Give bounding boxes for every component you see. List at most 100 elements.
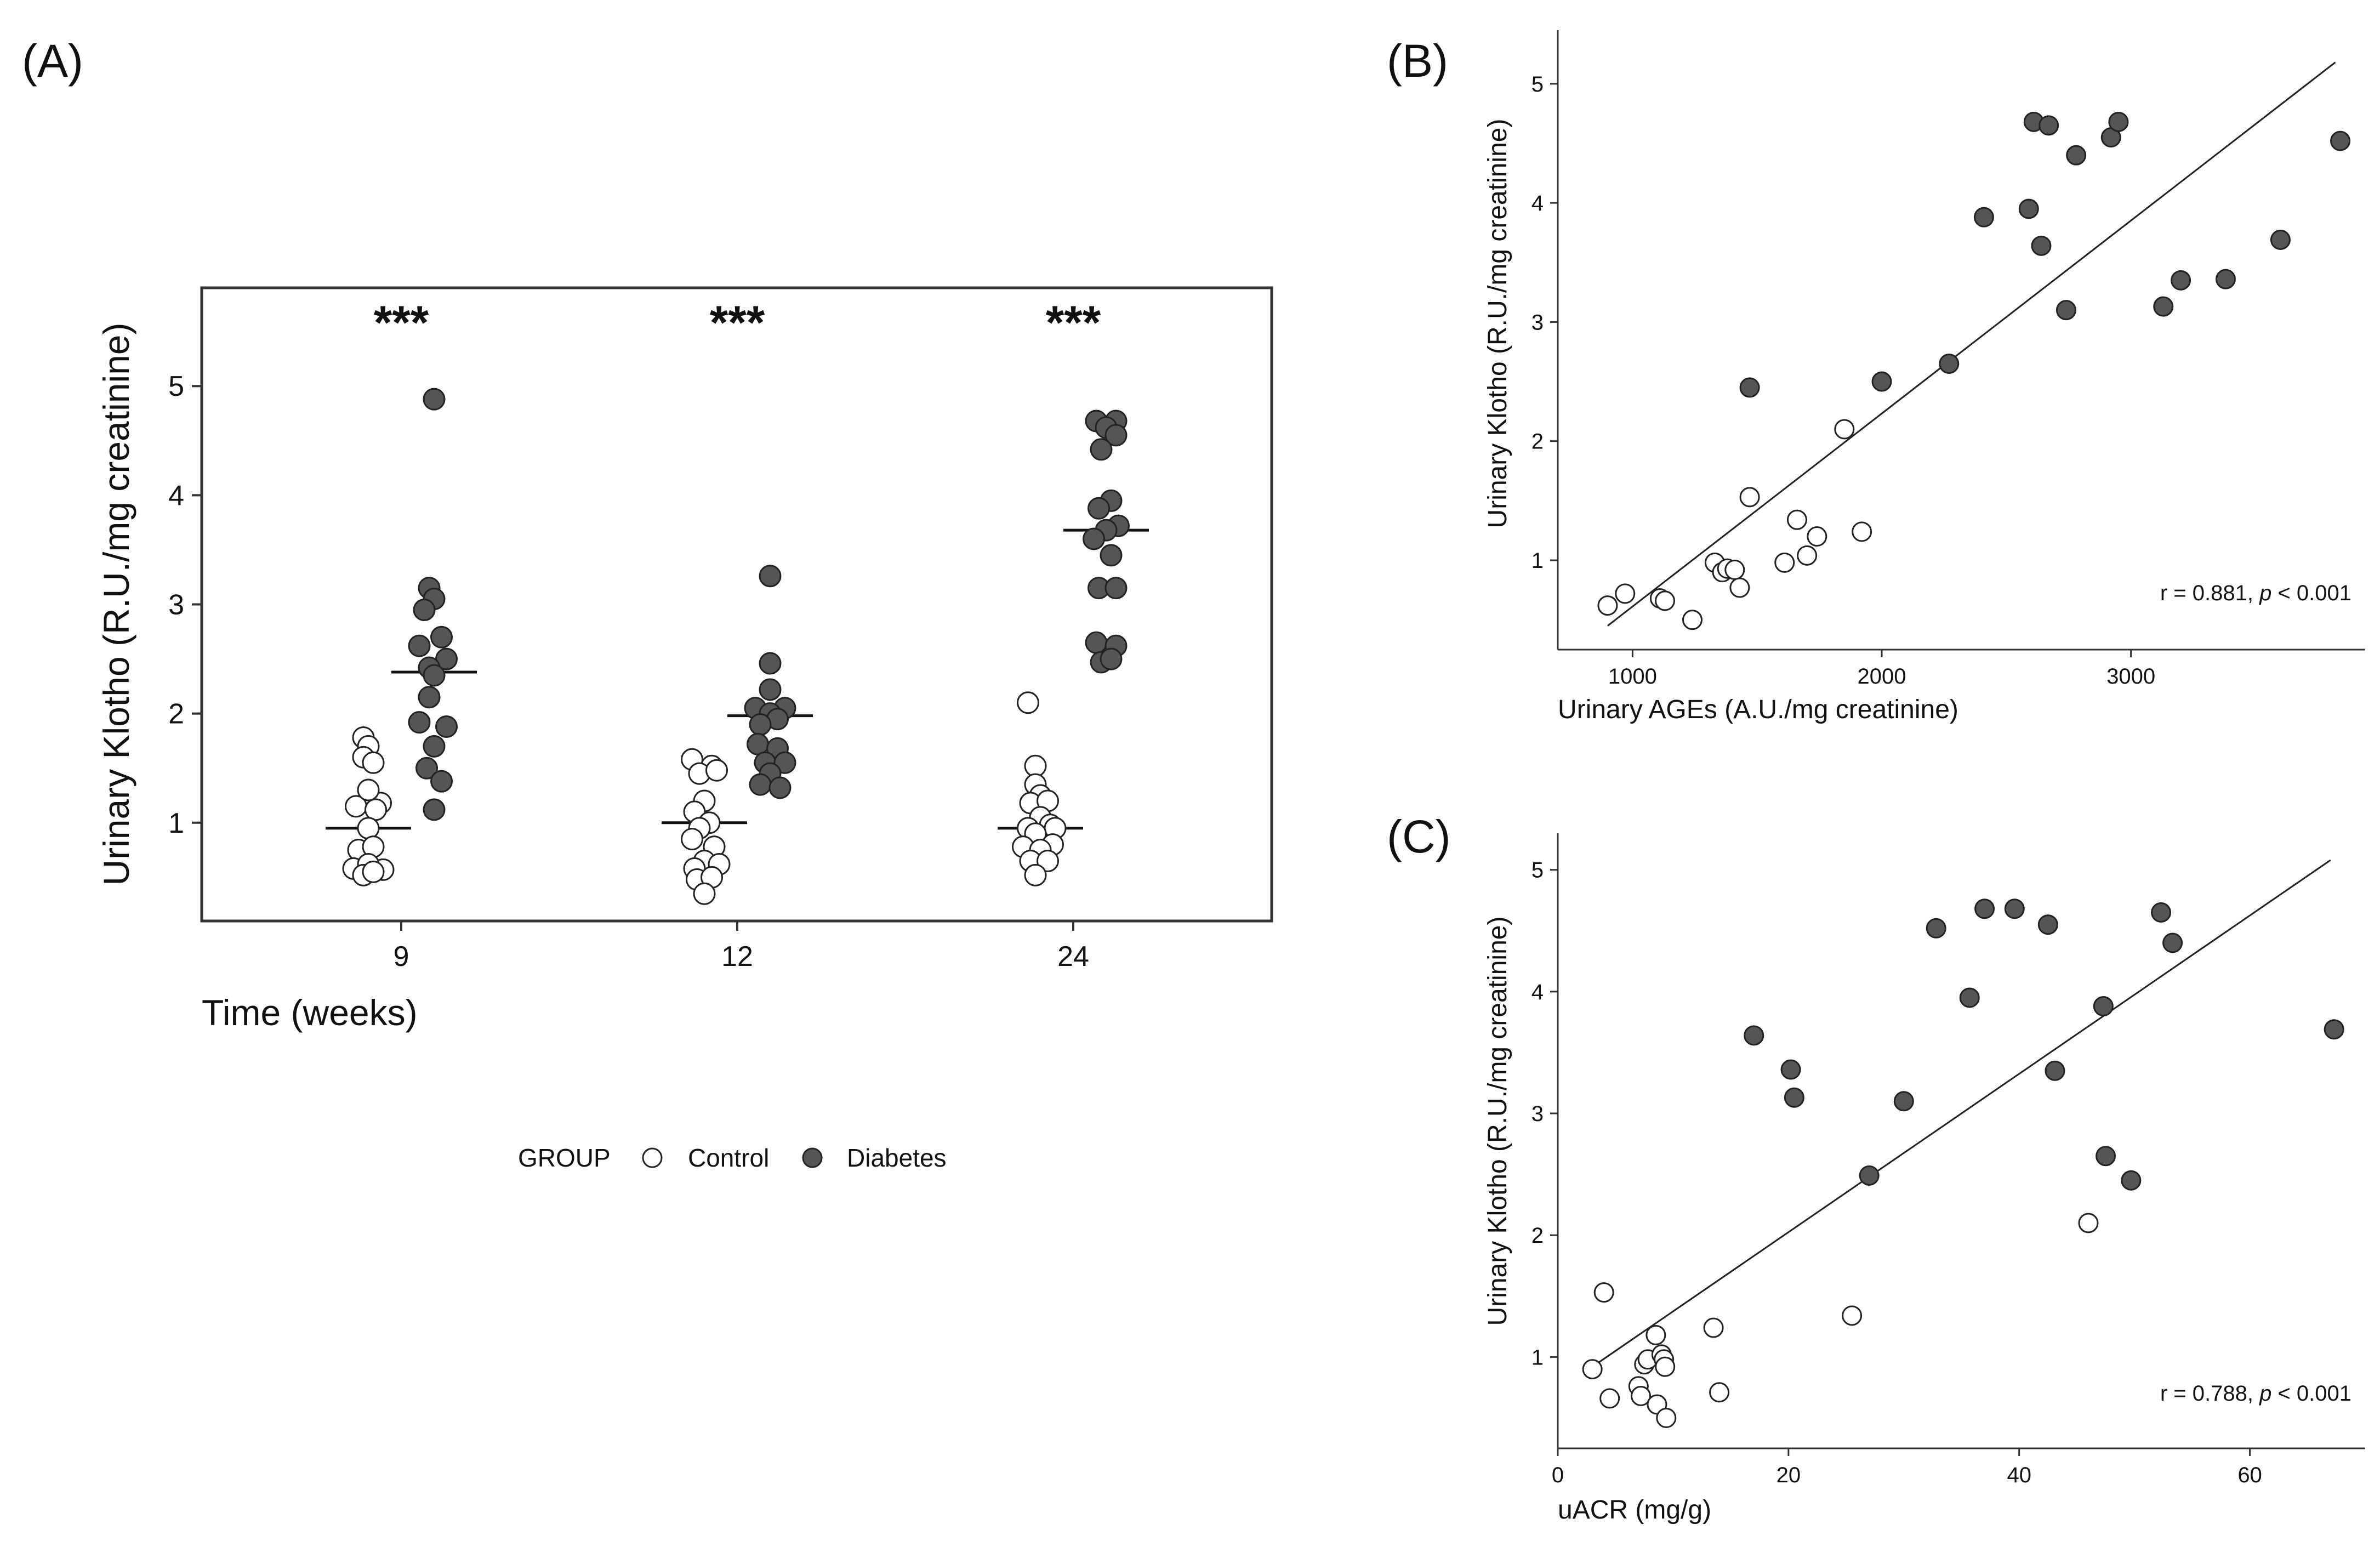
panel-b: (B) 1 2 3 4 5 1000 2000 3000 Urinary AGEs (A.U.… (1387, 30, 2365, 724)
point-control (1797, 545, 1818, 566)
legend-title: GROUP (518, 1144, 611, 1172)
point-control (1709, 1382, 1730, 1403)
panel-c-ytick-label: 3 (1531, 1102, 1544, 1126)
point-control (1852, 521, 1872, 542)
legend: GROUP Control Diabetes (518, 1144, 947, 1172)
point-control (1656, 1407, 1677, 1428)
panel-a-xlabel: Time (weeks) (202, 992, 418, 1033)
point-diabetes (408, 634, 431, 657)
panel-c-ticks: 1 2 3 4 5 0 20 40 60 (1531, 858, 2262, 1487)
panel-b-stat: r = 0.881, p < 0.001 (2160, 581, 2351, 605)
point-diabetes (1974, 899, 1995, 919)
legend-swatch-diabetes (802, 1147, 823, 1168)
panel-b-ticks: 1 2 3 4 5 1000 2000 3000 (1531, 72, 2155, 689)
panel-b-stat-p: p (2259, 581, 2271, 605)
panel-b-ytick-label: 2 (1531, 430, 1544, 454)
point-control (1739, 487, 1760, 508)
point-diabetes (749, 773, 772, 796)
point-diabetes (418, 686, 441, 709)
point-diabetes (1871, 371, 1892, 392)
panel-c-stat: r = 0.788, p < 0.001 (2160, 1381, 2351, 1406)
panel-a-ytick-label: 4 (168, 480, 184, 511)
point-diabetes (2171, 270, 2191, 291)
panel-b-stat-threshold: < 0.001 (2271, 581, 2351, 605)
point-diabetes (413, 598, 436, 621)
point-diabetes (759, 565, 782, 588)
panel-c-ytick-label: 2 (1531, 1224, 1544, 1248)
panel-c-ytick-label: 1 (1531, 1345, 1544, 1369)
panel-a-xtick-label: 9 (394, 941, 409, 973)
point-diabetes (2039, 115, 2059, 136)
panel-a-points (342, 388, 1130, 905)
point-control (705, 759, 728, 782)
point-diabetes (747, 732, 769, 755)
point-diabetes (2004, 899, 2025, 919)
point-diabetes (423, 735, 446, 758)
panel-c-xtick-label: 60 (2237, 1463, 2262, 1487)
point-control (357, 817, 380, 840)
point-diabetes (1926, 918, 1946, 939)
panel-c-label: (C) (1387, 811, 1451, 862)
point-diabetes (1893, 1091, 1914, 1112)
point-diabetes (408, 711, 431, 734)
panel-c-xtick-label: 0 (1552, 1463, 1564, 1487)
point-diabetes (1780, 1059, 1801, 1080)
point-diabetes (1100, 647, 1123, 670)
panel-c-fit-line (1592, 859, 2331, 1368)
point-control (1645, 1324, 1666, 1345)
panel-a-ytick-label: 3 (168, 589, 184, 621)
panel-c-ytick-label: 5 (1531, 858, 1544, 883)
point-diabetes (2162, 932, 2183, 953)
panel-b-ytick-label: 5 (1531, 72, 1544, 96)
panel-a-xtick-label: 24 (1057, 941, 1089, 973)
point-diabetes (423, 664, 446, 687)
point-diabetes (1085, 631, 1108, 654)
point-diabetes (1087, 497, 1110, 520)
point-control (1729, 577, 1750, 598)
panel-c-stat-threshold: < 0.001 (2271, 1381, 2351, 1406)
point-control (1774, 552, 1795, 573)
point-control (1834, 419, 1855, 440)
point-diabetes (423, 798, 446, 821)
panel-c-stat-r: r = 0.788, (2160, 1381, 2259, 1406)
point-diabetes (430, 626, 453, 649)
point-diabetes (2037, 914, 2058, 935)
point-diabetes (759, 678, 782, 701)
point-control (357, 778, 380, 801)
point-control (2078, 1213, 2099, 1233)
point-diabetes (1083, 527, 1105, 550)
point-diabetes (2215, 269, 2236, 289)
point-diabetes (2121, 1170, 2142, 1191)
point-control (1582, 1359, 1603, 1380)
point-diabetes (2270, 229, 2291, 250)
legend-swatch-control (642, 1147, 663, 1168)
panel-b-xlabel: Urinary AGEs (A.U./mg creatinine) (1558, 695, 1958, 724)
panel-a-ytick-label: 2 (168, 698, 184, 730)
point-diabetes (1744, 1025, 1764, 1046)
point-control (1599, 1388, 1620, 1409)
panel-b-ytick-label: 1 (1531, 549, 1544, 573)
panel-a-significance: *** *** *** (374, 297, 1101, 349)
point-control (1842, 1305, 1863, 1326)
panel-b-ytick-label: 3 (1531, 310, 1544, 334)
point-control (1655, 1356, 1676, 1377)
point-control (1615, 583, 1636, 604)
point-control (1597, 595, 1618, 616)
point-control (693, 882, 716, 905)
panel-a-ytick-label: 5 (168, 371, 184, 402)
point-control (362, 751, 385, 774)
panel-c-points (1582, 899, 2344, 1428)
point-diabetes (415, 757, 438, 780)
point-control (1631, 1385, 1652, 1406)
point-diabetes (2151, 902, 2172, 923)
point-control (1037, 849, 1059, 872)
panel-b-stat-r: r = 0.881, (2160, 581, 2259, 605)
point-diabetes (2056, 300, 2076, 321)
point-diabetes (435, 715, 458, 738)
panel-a-significance-stars: *** (710, 297, 765, 349)
point-control (1024, 863, 1047, 886)
panel-a-label: (A) (22, 35, 83, 87)
point-control (365, 798, 387, 821)
legend-label-control: Control (688, 1144, 769, 1172)
